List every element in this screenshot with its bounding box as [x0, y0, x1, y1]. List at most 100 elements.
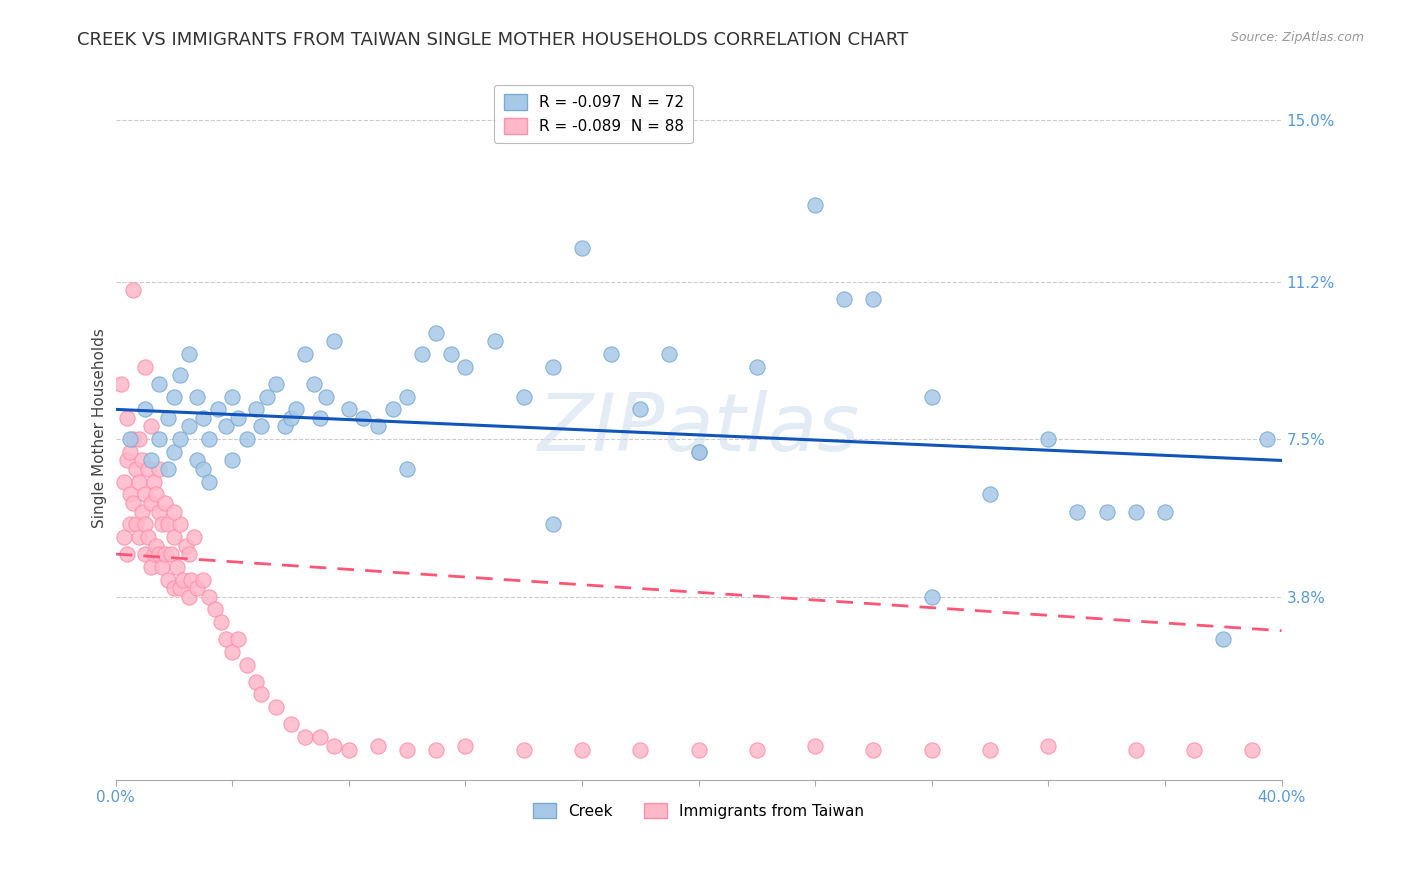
Point — [804, 198, 827, 212]
Point — [226, 632, 249, 647]
Point — [177, 347, 200, 361]
Point — [120, 445, 142, 459]
Point — [512, 743, 534, 757]
Point — [183, 530, 205, 544]
Point — [163, 504, 186, 518]
Point — [174, 539, 197, 553]
Point — [157, 573, 180, 587]
Point — [131, 453, 153, 467]
Point — [148, 462, 170, 476]
Point — [136, 462, 159, 476]
Point — [157, 410, 180, 425]
Point — [150, 517, 173, 532]
Point — [120, 487, 142, 501]
Point — [221, 453, 243, 467]
Point — [396, 743, 419, 757]
Point — [139, 419, 162, 434]
Point — [1212, 632, 1234, 647]
Point — [236, 432, 259, 446]
Point — [172, 573, 194, 587]
Point — [198, 432, 221, 446]
Point — [628, 402, 651, 417]
Point — [367, 419, 389, 434]
Point — [186, 453, 208, 467]
Point — [191, 573, 214, 587]
Point — [250, 419, 273, 434]
Point — [425, 326, 447, 340]
Point — [169, 368, 191, 383]
Point — [120, 432, 142, 446]
Point — [148, 504, 170, 518]
Point — [411, 347, 433, 361]
Point — [352, 410, 374, 425]
Point — [979, 743, 1001, 757]
Point — [155, 547, 177, 561]
Point — [245, 402, 267, 417]
Point — [148, 547, 170, 561]
Point — [198, 475, 221, 489]
Point — [688, 743, 710, 757]
Point — [142, 547, 165, 561]
Point — [134, 359, 156, 374]
Point — [169, 581, 191, 595]
Point — [745, 359, 768, 374]
Point — [131, 504, 153, 518]
Point — [280, 717, 302, 731]
Point — [112, 530, 135, 544]
Point — [117, 410, 139, 425]
Text: ZIPatlas: ZIPatlas — [537, 390, 859, 467]
Point — [484, 334, 506, 349]
Point — [337, 743, 360, 757]
Point — [204, 602, 226, 616]
Point — [128, 432, 150, 446]
Point — [134, 487, 156, 501]
Point — [1095, 504, 1118, 518]
Point — [541, 517, 564, 532]
Point — [804, 739, 827, 753]
Point — [120, 517, 142, 532]
Point — [323, 334, 346, 349]
Point — [155, 496, 177, 510]
Point — [600, 347, 623, 361]
Point — [186, 390, 208, 404]
Point — [148, 376, 170, 391]
Point — [207, 402, 229, 417]
Point — [834, 292, 856, 306]
Point — [177, 419, 200, 434]
Point — [150, 559, 173, 574]
Point — [221, 390, 243, 404]
Point — [125, 462, 148, 476]
Point — [294, 347, 316, 361]
Point — [169, 517, 191, 532]
Point — [160, 547, 183, 561]
Point — [302, 376, 325, 391]
Point — [180, 573, 202, 587]
Text: CREEK VS IMMIGRANTS FROM TAIWAN SINGLE MOTHER HOUSEHOLDS CORRELATION CHART: CREEK VS IMMIGRANTS FROM TAIWAN SINGLE M… — [77, 31, 908, 49]
Point — [1038, 432, 1060, 446]
Point — [1329, 432, 1351, 446]
Point — [177, 547, 200, 561]
Point — [862, 292, 884, 306]
Point — [280, 410, 302, 425]
Point — [148, 432, 170, 446]
Point — [169, 432, 191, 446]
Legend: Creek, Immigrants from Taiwan: Creek, Immigrants from Taiwan — [527, 797, 870, 824]
Point — [134, 517, 156, 532]
Point — [117, 453, 139, 467]
Point — [571, 743, 593, 757]
Point — [209, 615, 232, 629]
Point — [628, 743, 651, 757]
Point — [1256, 432, 1278, 446]
Point — [191, 410, 214, 425]
Point — [294, 730, 316, 744]
Point — [122, 496, 145, 510]
Point — [157, 517, 180, 532]
Point — [454, 739, 477, 753]
Point — [157, 462, 180, 476]
Point — [110, 376, 132, 391]
Point — [1125, 743, 1147, 757]
Point — [921, 590, 943, 604]
Point — [128, 475, 150, 489]
Point — [250, 688, 273, 702]
Point — [226, 410, 249, 425]
